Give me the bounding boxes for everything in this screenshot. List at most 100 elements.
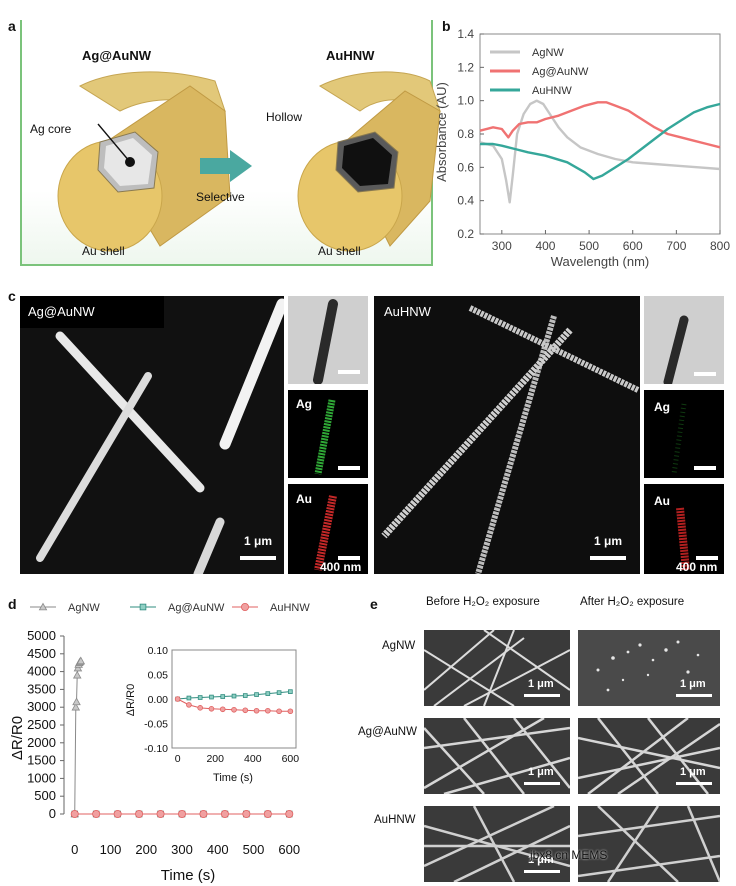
chart-d-point bbox=[135, 809, 144, 818]
ag-core-label: Ag core bbox=[30, 122, 72, 136]
inset-xlabel: Time (s) bbox=[213, 772, 253, 784]
absorbance-chart: Absorbance (AU) Wavelength (nm) 300 400 50… bbox=[434, 27, 730, 269]
chart-d-legend-label: AuHNW bbox=[270, 602, 310, 614]
chart-d-ylabel: ΔR/R0 bbox=[9, 716, 26, 760]
inset-point bbox=[276, 690, 282, 695]
chart-d-xtick-label: 200 bbox=[135, 842, 157, 857]
chart-d-ytick-label: 3500 bbox=[27, 681, 56, 696]
chart-d-point bbox=[71, 702, 81, 711]
chart-d-ytick-label: 1500 bbox=[27, 753, 56, 768]
ag-au-nw-title: Ag@AuNW bbox=[82, 48, 151, 63]
arrow-right-icon bbox=[200, 150, 252, 182]
inset-ylabel: ΔR/R0 bbox=[125, 684, 137, 716]
sem-image-au-hnw bbox=[374, 296, 640, 574]
chart-d-legend-label: AgNW bbox=[68, 602, 100, 614]
scale-400nm-right: 400 nm bbox=[676, 560, 718, 574]
eds-ag-map-left bbox=[288, 390, 368, 478]
inset-xtick-label: 600 bbox=[282, 753, 300, 765]
inset-point bbox=[242, 693, 248, 698]
inset-point bbox=[186, 702, 192, 708]
inset-ytick-label: -0.05 bbox=[144, 719, 168, 731]
ag-au-nanowire-illustration bbox=[57, 71, 231, 252]
chart-b-xtick-label: 600 bbox=[623, 239, 643, 253]
inset-point bbox=[219, 706, 226, 713]
column-after-label: After H₂O₂ exposure bbox=[580, 596, 685, 608]
au-hollow-nanowire-illustration bbox=[297, 71, 441, 252]
column-before-label: Before H₂O₂ exposure bbox=[426, 596, 540, 608]
chart-d-ytick-label: 1000 bbox=[27, 770, 56, 785]
ag-map-label-left: Ag bbox=[296, 397, 312, 411]
chart-d-point bbox=[285, 809, 294, 818]
chart-b-xtick-label: 300 bbox=[492, 239, 512, 253]
chart-b-xlabel: Wavelength (nm) bbox=[551, 254, 650, 269]
chart-d-point bbox=[220, 809, 229, 818]
chart-d-point bbox=[242, 809, 251, 818]
chart-d-xtick-label: 300 bbox=[171, 842, 193, 857]
chart-d-xtick-label: 500 bbox=[243, 842, 265, 857]
scale-label: 1 μm bbox=[680, 766, 706, 778]
inset-ytick-label: -0.10 bbox=[144, 743, 168, 755]
sem-au-hnw-title: AuHNW bbox=[384, 304, 431, 319]
chart-b-legend-label: AgNW bbox=[532, 47, 564, 59]
chart-d-point bbox=[199, 809, 208, 818]
chart-b-xtick-label: 700 bbox=[666, 239, 686, 253]
au-map-label-left: Au bbox=[296, 492, 312, 506]
row-label-agnw: AgNW bbox=[382, 640, 416, 652]
selective-label: Selective bbox=[196, 190, 245, 204]
chart-d-ytick-label: 4000 bbox=[27, 664, 56, 679]
chart-d-point bbox=[72, 697, 81, 706]
inset-point bbox=[186, 695, 192, 701]
inset-point bbox=[197, 705, 203, 711]
chart-d-legend-marker bbox=[38, 602, 48, 611]
chart-b-series-line bbox=[479, 99, 721, 204]
chart-d-point bbox=[177, 809, 186, 818]
chart-d-ytick-label: 3000 bbox=[27, 699, 56, 714]
chart-d-xtick-label: 100 bbox=[100, 842, 122, 857]
chart-b-series-line bbox=[479, 101, 721, 149]
au-shell-right-label: Au shell bbox=[318, 244, 361, 258]
chart-b-ytick-label: 0.2 bbox=[457, 227, 474, 241]
hollow-label: Hollow bbox=[266, 110, 303, 124]
chart-d-xtick-label: 600 bbox=[278, 842, 300, 857]
sem-au-hnw-after bbox=[578, 806, 720, 882]
scale-label: 1 μm bbox=[528, 678, 554, 690]
chart-d-legend-label: Ag@AuNW bbox=[168, 602, 225, 614]
chart-d-ytick-label: 0 bbox=[49, 806, 56, 821]
chart-d-xtick-label: 400 bbox=[207, 842, 229, 857]
inset-point bbox=[174, 696, 181, 702]
chart-b-xtick-label: 400 bbox=[535, 239, 555, 253]
scale-400nm-left: 400 nm bbox=[320, 560, 362, 574]
scale-bar-right bbox=[590, 556, 626, 560]
eds-au-map-left bbox=[288, 484, 368, 574]
chart-d-point bbox=[113, 809, 122, 818]
chart-d-point bbox=[76, 656, 86, 665]
chart-d-ytick-label: 2500 bbox=[27, 717, 56, 732]
sem-ag-au-nw-after: 1 μm bbox=[578, 718, 720, 794]
inset-point bbox=[276, 708, 282, 715]
chart-d-legend-marker bbox=[240, 603, 249, 611]
agnw-series-line bbox=[74, 660, 82, 815]
sem-agnw-after: 1 μm bbox=[578, 630, 720, 706]
watermark: jbx8.cn MEMS bbox=[530, 848, 608, 862]
chart-b-ytick-label: 1.0 bbox=[457, 94, 474, 108]
scale-bar-label-right: 1 μm bbox=[594, 534, 623, 548]
chart-b-legend-label: Ag@AuNW bbox=[532, 66, 589, 78]
panel-a-label: a bbox=[8, 18, 16, 34]
chart-d-ytick-label: 5000 bbox=[27, 628, 56, 643]
chart-b-legend-label: AuHNW bbox=[532, 85, 572, 97]
inset-xtick-label: 400 bbox=[244, 753, 262, 765]
chart-b-xtick-label: 500 bbox=[579, 239, 599, 253]
tem-image-ag-au-nw bbox=[288, 296, 368, 385]
chart-d-xlabel: Time (s) bbox=[161, 867, 215, 884]
au-shell-left-label: Au shell bbox=[82, 244, 125, 258]
chart-d-point bbox=[72, 670, 82, 679]
row-label-ag-au-nw: Ag@AuNW bbox=[358, 726, 417, 738]
scale-bar-label-left: 1 μm bbox=[244, 534, 273, 548]
panel-e-label: e bbox=[370, 596, 378, 612]
scale-label: 1 μm bbox=[528, 766, 554, 778]
inset-point bbox=[288, 689, 293, 694]
inset-point bbox=[254, 692, 259, 697]
tem-image-au-hnw bbox=[644, 296, 724, 387]
chart-b-ytick-label: 1.4 bbox=[457, 27, 474, 41]
scale-bar-left bbox=[240, 556, 276, 560]
